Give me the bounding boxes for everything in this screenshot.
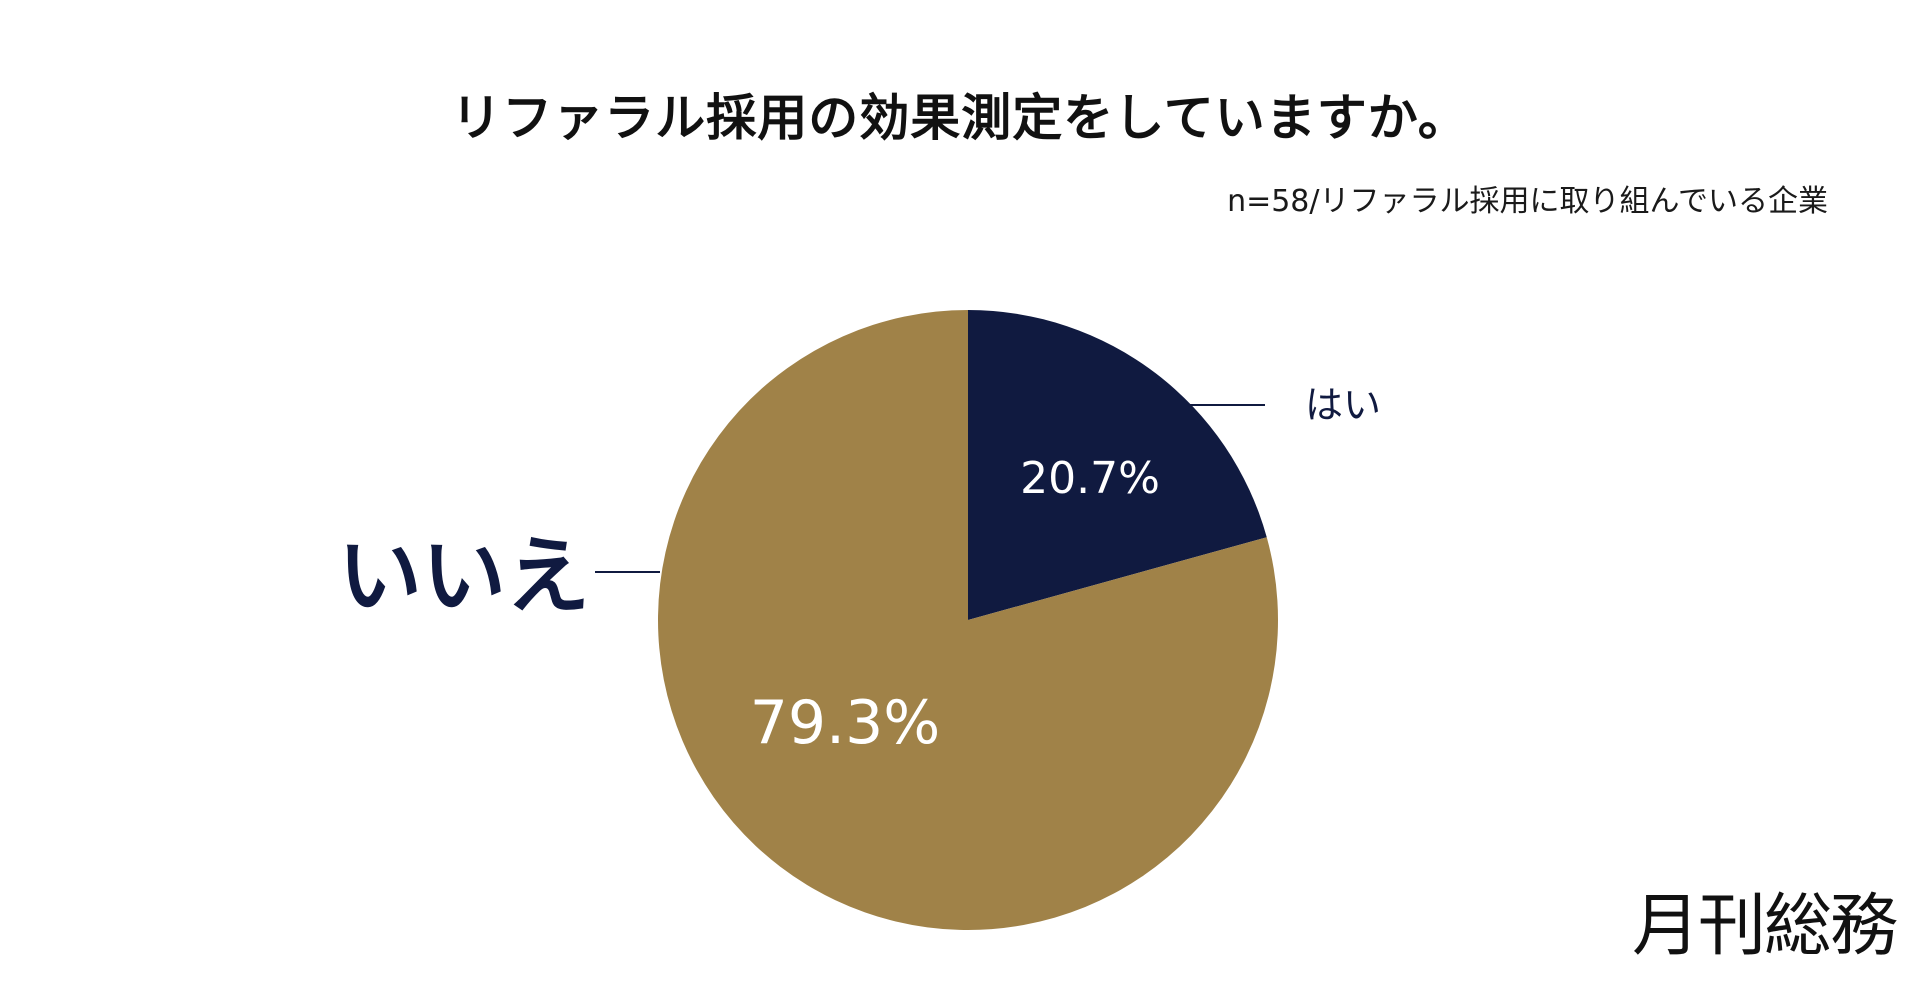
slice-label-hai: はい bbox=[1305, 383, 1381, 427]
slice-value-iie: 79.3% bbox=[750, 688, 941, 758]
pie-slice-iie bbox=[658, 310, 1279, 930]
slice-label-iie: いいえ bbox=[338, 527, 590, 625]
pie-slice-hai bbox=[968, 310, 1267, 620]
logo-gekkan-soumu: 月刊総務 bbox=[1631, 887, 1898, 966]
slice-value-hai: 20.7% bbox=[1020, 453, 1160, 504]
chart-subtitle: n=58/リファラル採用に取り組んでいる企業 bbox=[1227, 184, 1828, 219]
chart-title: リファラル採用の効果測定をしていますか。 bbox=[451, 89, 1469, 147]
